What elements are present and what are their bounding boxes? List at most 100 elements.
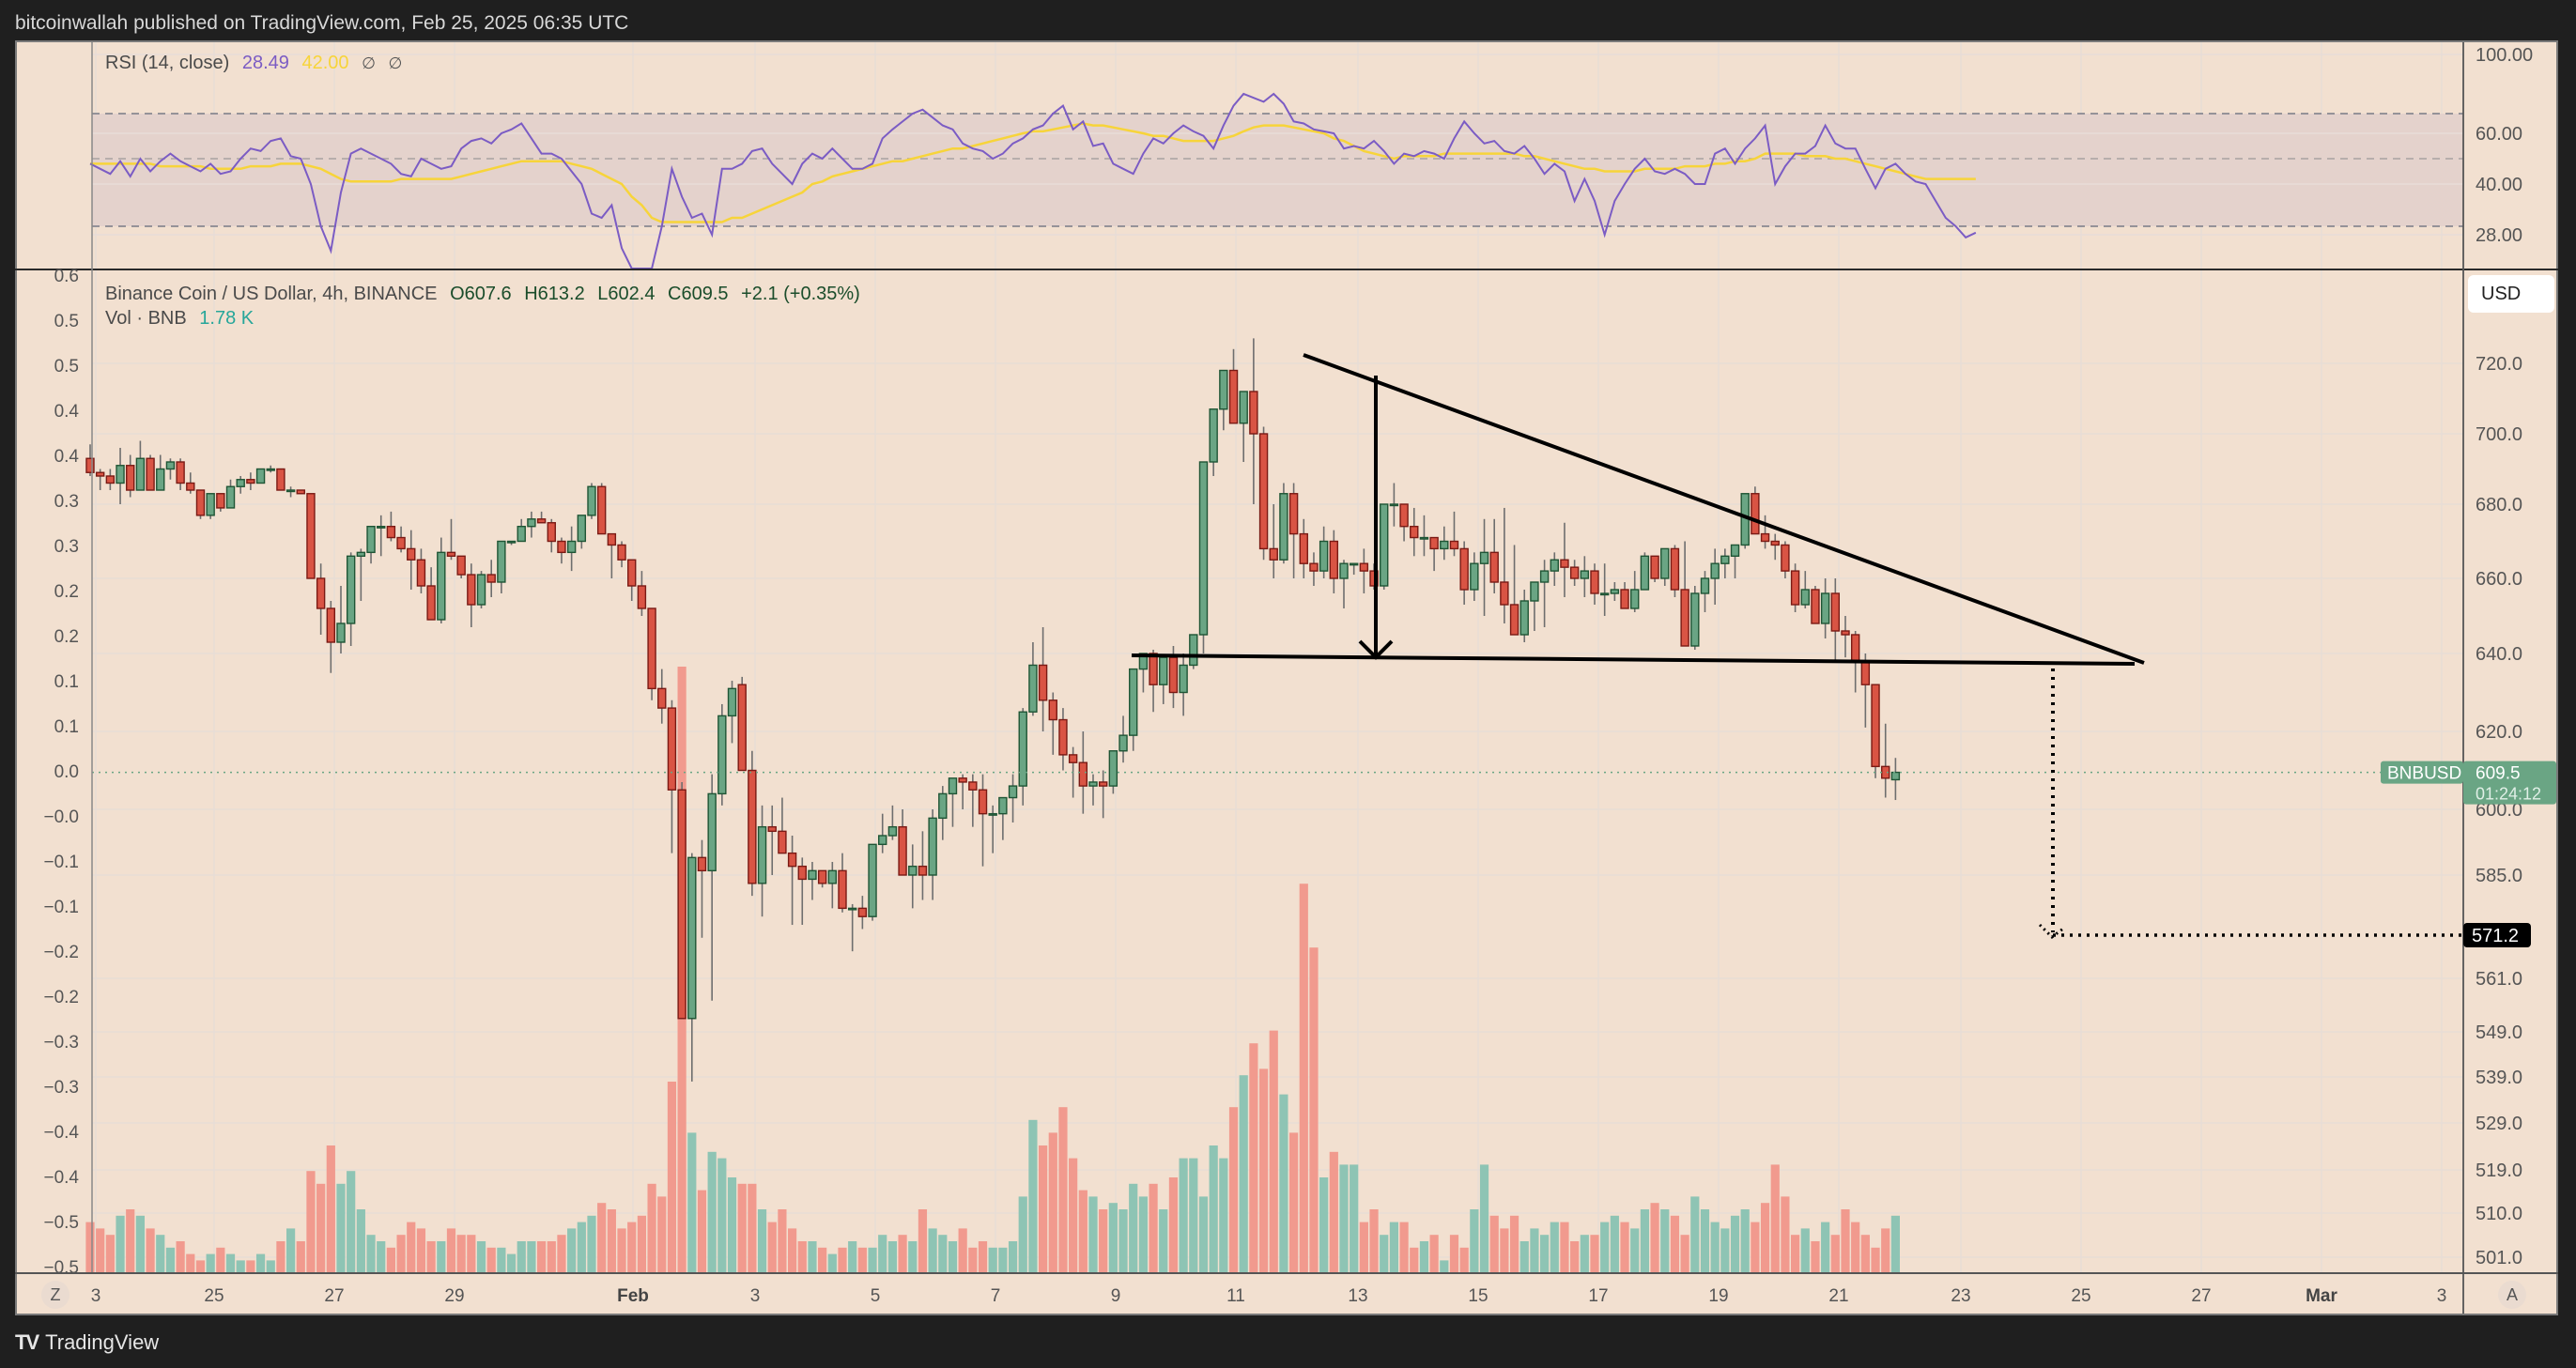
publisher-header: bitcoinwallah published on TradingView.c… — [15, 12, 629, 34]
left-axis-label: −0.3 — [43, 1033, 79, 1053]
candle — [216, 493, 225, 512]
price-axis-label: 519.0 — [2476, 1160, 2522, 1181]
axes: 100.00 60.00 40.00 28.00 720.0 700.0 680.0 660.… — [15, 42, 2558, 1315]
svg-text:571.2: 571.2 — [2472, 926, 2519, 946]
candle — [1760, 515, 1770, 549]
arrow-head-icon — [1358, 639, 1394, 660]
candle — [1249, 338, 1258, 504]
candle — [1509, 545, 1519, 636]
candle — [1479, 518, 1489, 616]
candle — [276, 468, 285, 491]
price-legend[interactable]: Binance Coin / US Dollar, 4h, BINANCE O6… — [105, 284, 868, 305]
candle — [476, 571, 486, 608]
rsi-axis-label: 28.00 — [2476, 225, 2522, 246]
candle — [737, 676, 747, 772]
time-axis-label: 29 — [444, 1286, 464, 1306]
candle — [827, 862, 838, 909]
zoom-reset-button[interactable]: Z — [41, 1281, 69, 1309]
time-axis-label: 19 — [1708, 1286, 1728, 1306]
left-axis-label: −0.2 — [43, 943, 79, 962]
candle — [206, 493, 215, 519]
candle — [437, 537, 446, 623]
candle — [1660, 547, 1670, 586]
candle — [1580, 556, 1590, 597]
candle — [146, 454, 155, 491]
candle — [426, 567, 436, 621]
price-axis-label: 660.0 — [2476, 569, 2522, 590]
tradingview-logo-icon: TV — [15, 1330, 39, 1354]
time-axis-label: 3 — [91, 1286, 101, 1306]
candle — [346, 552, 356, 646]
time-axis-label: 25 — [204, 1286, 224, 1306]
rsi-line — [89, 92, 1977, 269]
candle — [1670, 545, 1680, 597]
candle — [536, 511, 547, 524]
candle — [677, 781, 686, 1020]
rsi-axis-label: 100.00 — [2476, 45, 2533, 66]
candle — [717, 703, 727, 806]
candle — [1429, 536, 1439, 572]
price-axis-label: 640.0 — [2476, 644, 2522, 665]
candle — [377, 515, 386, 557]
left-axis-label: 0.5 — [54, 357, 79, 377]
candle — [1449, 511, 1459, 557]
candle — [1179, 653, 1188, 716]
time-axis-label: 15 — [1468, 1286, 1488, 1306]
time-axis-label: 13 — [1348, 1286, 1367, 1306]
candle — [1299, 518, 1308, 578]
candle — [637, 571, 647, 616]
candle — [1881, 723, 1890, 798]
candle — [416, 548, 426, 593]
rsi-legend-extra1: ∅ — [362, 54, 376, 72]
candle — [1610, 582, 1620, 601]
candle — [456, 555, 466, 578]
candle — [767, 805, 777, 875]
candle — [1228, 348, 1239, 424]
price-axis-label: 600.0 — [2476, 800, 2522, 821]
candle — [607, 532, 617, 578]
candle — [557, 537, 566, 564]
auto-scale-button[interactable]: A — [2498, 1281, 2526, 1309]
volume-legend[interactable]: Vol · BNB 1.78 K — [105, 308, 261, 330]
candle — [1640, 552, 1650, 591]
candle — [1349, 562, 1359, 576]
symbol-tag: BNBUSD — [2387, 764, 2461, 784]
volume-value: 1.78 K — [199, 308, 255, 329]
candle — [95, 469, 105, 490]
candle — [928, 809, 937, 900]
candle — [1129, 668, 1138, 751]
candle — [1459, 541, 1469, 605]
support-line — [1131, 653, 2136, 666]
last-price-value: 609.5 — [2476, 764, 2521, 784]
left-axis-label: −0.1 — [43, 898, 79, 917]
candlesticks — [85, 338, 1901, 1082]
candle — [1138, 653, 1149, 693]
rsi-ma-line — [90, 122, 1976, 223]
candle — [246, 472, 255, 490]
rsi-legend-extra2: ∅ — [388, 54, 403, 72]
descending-trendline — [1303, 353, 2145, 665]
candle — [85, 444, 95, 476]
candle — [727, 681, 737, 744]
candle — [707, 774, 717, 1001]
candle — [1489, 518, 1499, 593]
volume-label: Vol · BNB — [105, 308, 187, 329]
candle — [687, 853, 697, 1082]
candle — [1590, 563, 1599, 605]
left-axis-label: 0.1 — [54, 672, 79, 692]
rsi-ma-legend-value: 42.00 — [301, 53, 349, 73]
candle — [1118, 715, 1128, 763]
candle — [316, 563, 326, 635]
candle — [847, 903, 857, 952]
rsi-legend[interactable]: RSI (14, close) 28.49 42.00 ∅ ∅ — [105, 53, 409, 74]
candle — [296, 489, 305, 495]
time-axis-label: 27 — [324, 1286, 344, 1306]
candle — [1751, 486, 1760, 535]
candle — [1339, 560, 1349, 608]
currency-button[interactable]: USD — [2468, 275, 2554, 313]
candle — [1860, 653, 1871, 728]
candle — [938, 786, 948, 840]
price-axis-label: 700.0 — [2476, 424, 2522, 445]
candle — [1500, 507, 1509, 623]
